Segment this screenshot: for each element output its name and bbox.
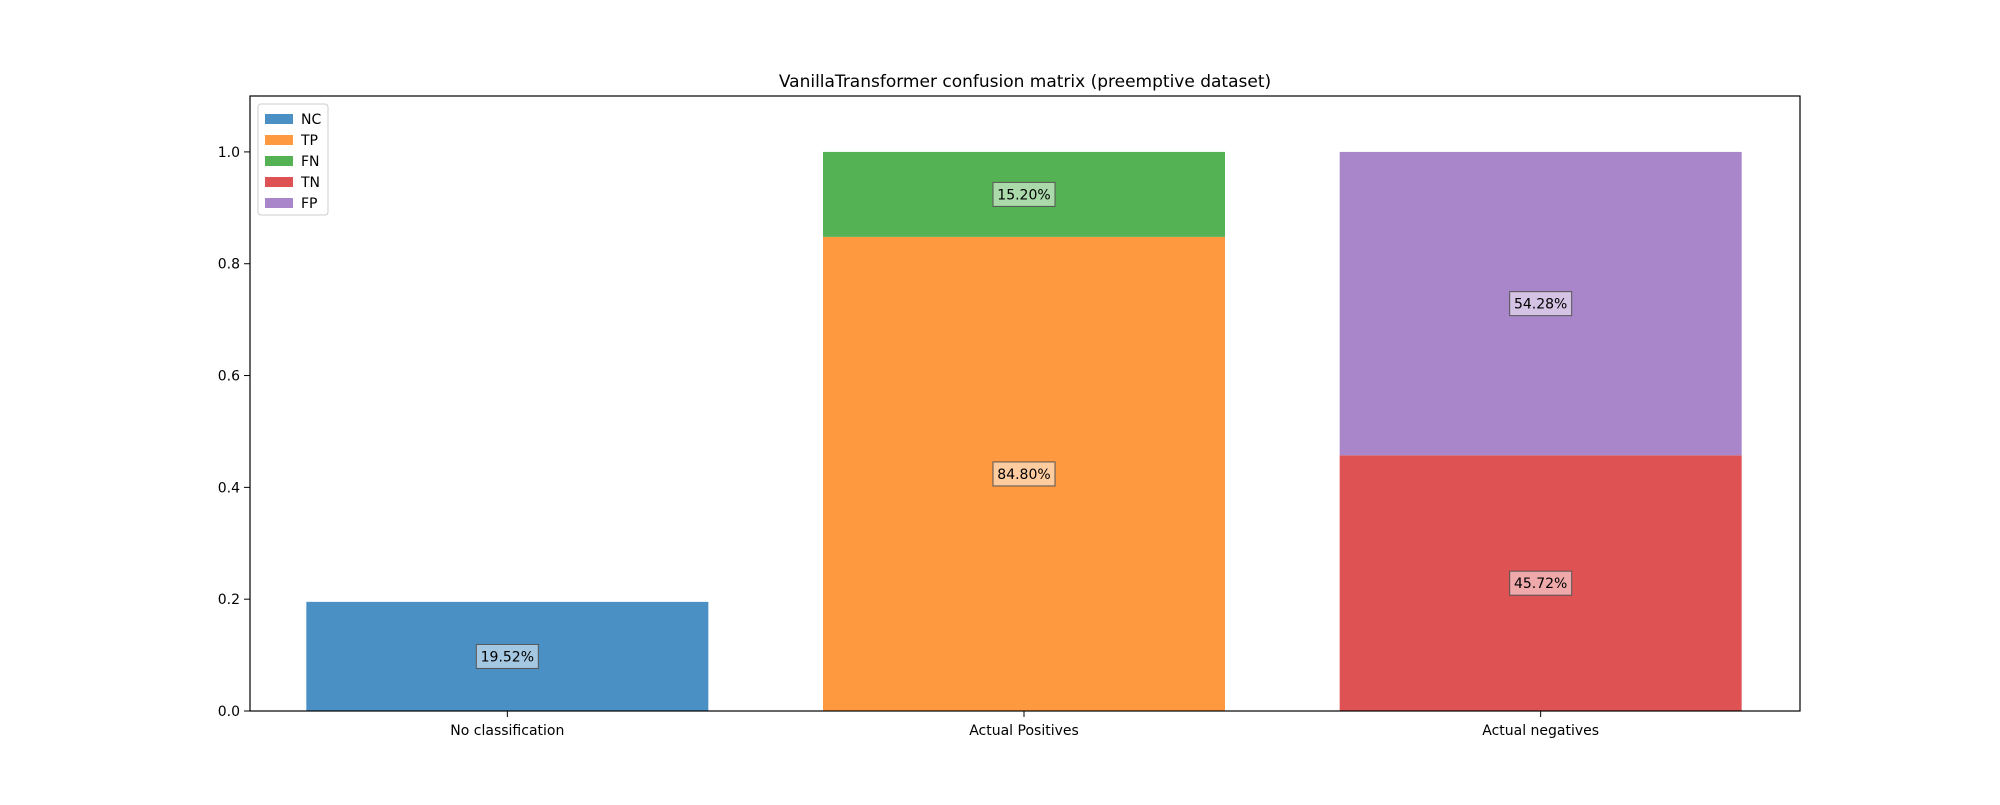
y-tick-label: 0.0: [218, 704, 240, 720]
data-label-box-nc: [475, 643, 539, 669]
data-label-box-fn: [992, 181, 1056, 207]
y-tick-label: 1.0: [218, 145, 240, 161]
data-label-box-fp: [1509, 291, 1573, 317]
data-label-fn: 15.20%: [997, 187, 1050, 203]
plot-area: 19.52% 84.80% 15.20% 45.72% 54.28% 0.0 0.2 0.4 0…: [218, 95, 1801, 739]
x-tick-label: Actual negatives: [1482, 723, 1599, 739]
axes-frame: [249, 95, 1801, 712]
data-label-fp: 54.28%: [1514, 297, 1567, 313]
legend-label-tn: TN: [300, 175, 320, 191]
data-label-nc: 19.52%: [481, 649, 534, 665]
x-tick-label: Actual Positives: [969, 723, 1079, 739]
legend-swatch-nc: [265, 114, 293, 124]
legend-label-fn: FN: [301, 154, 320, 170]
legend-label-fp: FP: [301, 196, 318, 212]
y-tick-label: 0.2: [218, 592, 240, 608]
legend-swatch-tp: [265, 135, 293, 145]
legend-label-nc: NC: [301, 112, 321, 128]
data-label-tp: 84.80%: [997, 467, 1050, 483]
y-tick-label: 0.8: [218, 257, 240, 273]
legend-swatch-fn: [265, 156, 293, 166]
legend-label-tp: TP: [300, 133, 318, 149]
legend-swatch-fp: [265, 198, 293, 208]
chart-title: VanillaTransformer confusion matrix (pre…: [779, 72, 1271, 92]
data-label-box-tn: [1509, 570, 1573, 596]
y-tick-label: 0.4: [218, 480, 240, 496]
x-tick-label: No classification: [450, 723, 564, 739]
data-label-box-tp: [992, 461, 1056, 487]
y-tick-label: 0.6: [218, 369, 240, 385]
legend-swatch-tn: [265, 177, 293, 187]
data-label-tn: 45.72%: [1514, 576, 1567, 592]
